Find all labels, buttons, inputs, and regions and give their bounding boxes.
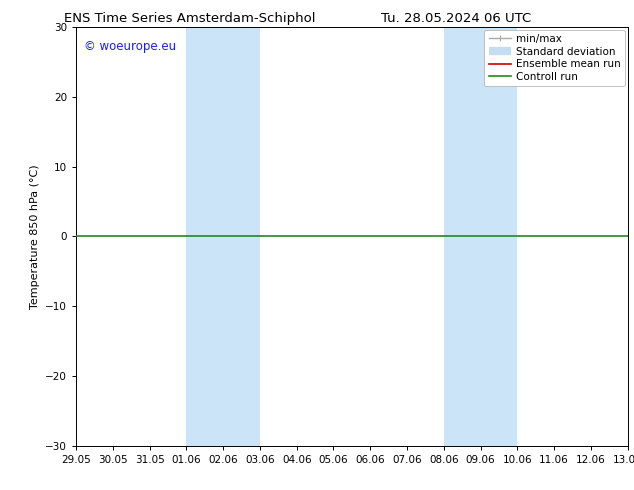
Text: Tu. 28.05.2024 06 UTC: Tu. 28.05.2024 06 UTC xyxy=(382,12,531,25)
Bar xyxy=(186,27,260,446)
Text: © woeurope.eu: © woeurope.eu xyxy=(84,40,176,52)
Bar xyxy=(444,27,517,446)
Text: ENS Time Series Amsterdam-Schiphol: ENS Time Series Amsterdam-Schiphol xyxy=(65,12,316,25)
Legend: min/max, Standard deviation, Ensemble mean run, Controll run: min/max, Standard deviation, Ensemble me… xyxy=(484,30,624,86)
Y-axis label: Temperature 850 hPa (°C): Temperature 850 hPa (°C) xyxy=(30,164,39,309)
